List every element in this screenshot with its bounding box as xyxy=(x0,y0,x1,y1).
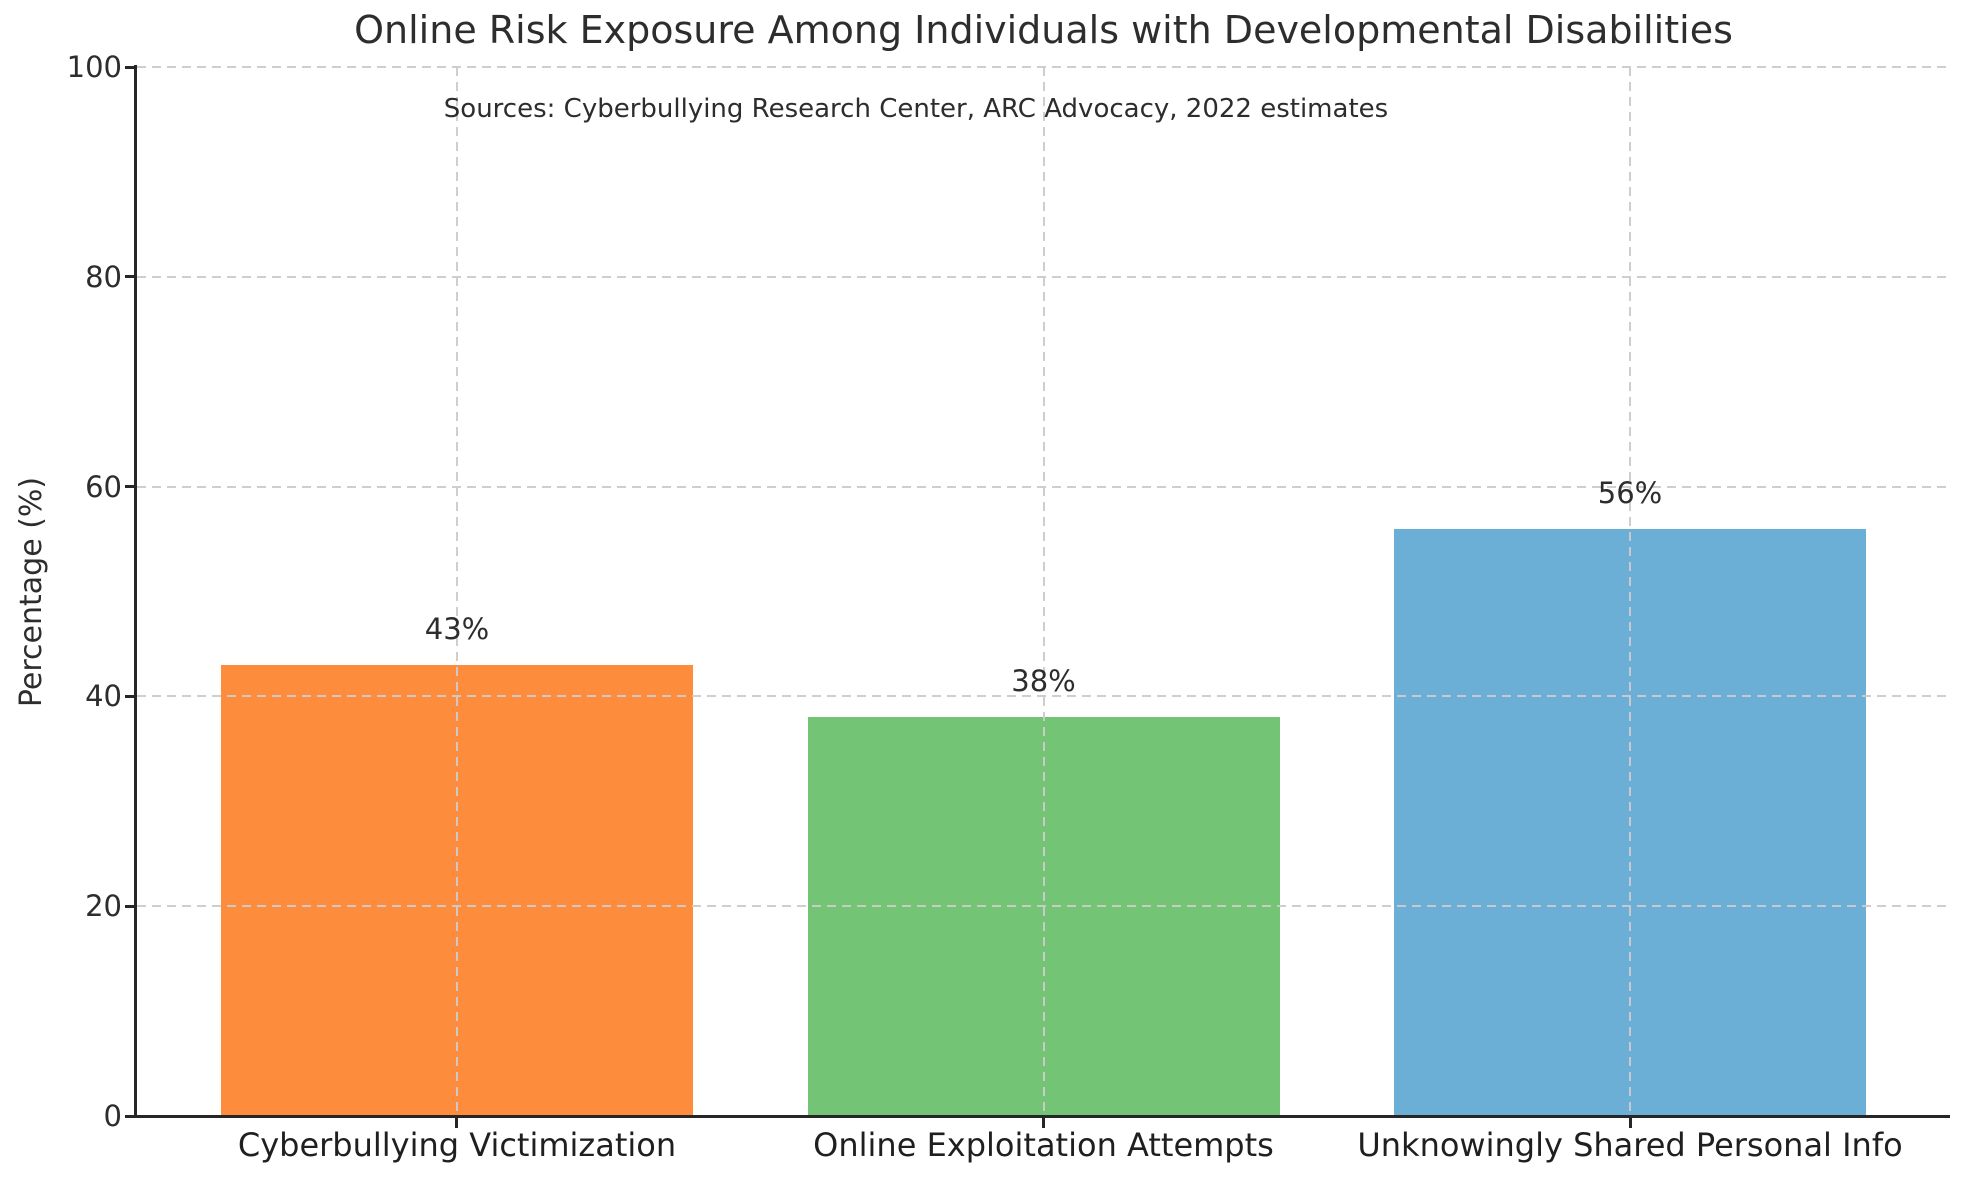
y-tick-label-100: 100 xyxy=(66,50,122,84)
chart-subtitle: Sources: Cyberbullying Research Center, … xyxy=(443,94,1389,124)
y-tick-mark-0 xyxy=(125,1114,135,1118)
y-tick-mark-40 xyxy=(125,694,135,698)
y-tick-label-20: 20 xyxy=(85,889,122,924)
y-axis-spine xyxy=(134,65,137,1118)
v-gridline-2 xyxy=(1042,67,1045,1116)
bar-value-label-2: 38% xyxy=(1011,664,1076,699)
chart-title: Online Risk Exposure Among Individuals w… xyxy=(354,8,1733,52)
y-tick-mark-20 xyxy=(125,904,135,908)
y-tick-label-80: 80 xyxy=(85,259,122,294)
y-axis-label: Percentage (%) xyxy=(14,476,49,708)
x-tick-label-1: Cyberbullying Victimization xyxy=(237,1126,677,1164)
y-tick-label-40: 40 xyxy=(85,679,122,714)
x-axis-spine xyxy=(134,1115,1950,1118)
x-tick-label-2: Online Exploitation Attempts xyxy=(813,1126,1274,1164)
bar-value-label-3: 56% xyxy=(1597,475,1663,510)
v-gridline-3 xyxy=(1629,67,1631,1116)
y-tick-mark-80 xyxy=(125,275,135,279)
y-tick-mark-100 xyxy=(125,65,135,69)
y-tick-label-0: 0 xyxy=(103,1099,122,1133)
y-tick-label-60: 60 xyxy=(85,469,122,504)
bar-value-label-1: 43% xyxy=(424,611,490,646)
y-tick-mark-60 xyxy=(125,485,135,489)
x-tick-label-3: Unknowingly Shared Personal Info xyxy=(1357,1126,1903,1164)
x-tick-mark-2 xyxy=(1042,1118,1045,1128)
v-gridline-1 xyxy=(455,67,458,1116)
x-tick-mark-1 xyxy=(455,1118,459,1128)
x-tick-mark-3 xyxy=(1628,1118,1632,1128)
